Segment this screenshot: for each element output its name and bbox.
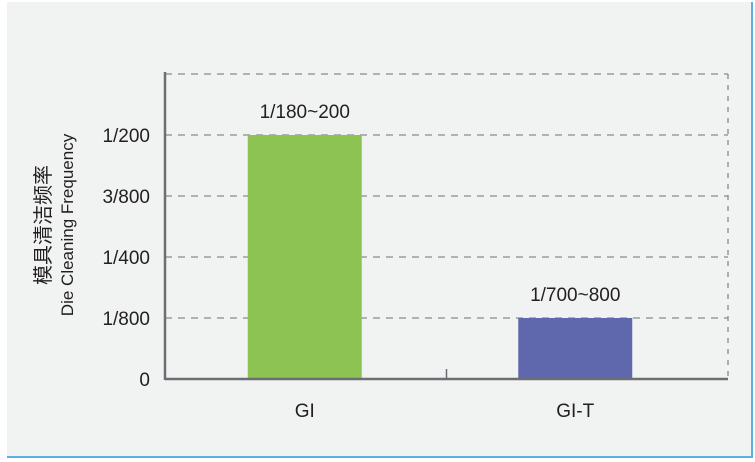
y-axis-label-cn: 模具清洁频率 <box>32 165 55 285</box>
axes <box>163 72 728 381</box>
y-tick-label: 1/800 <box>102 309 150 330</box>
bar-gi <box>247 135 362 379</box>
y-tick-label: 1/400 <box>102 248 150 269</box>
y-tick-label: 0 <box>139 370 150 391</box>
y-tick-label: 1/200 <box>102 126 150 147</box>
bars <box>247 135 633 379</box>
chart-panel <box>7 2 753 458</box>
labels: 0 1/800 1/400 3/800 1/200 1/180~200 GI 1/700~80… <box>102 102 620 422</box>
data-label: 1/180~200 <box>260 102 350 123</box>
bar-gi-t <box>518 318 633 379</box>
y-axis-label: Die Cleaning Frequency <box>58 133 77 316</box>
y-tick-label: 3/800 <box>102 187 150 208</box>
x-tick-label: GI <box>295 401 315 422</box>
x-tick-label: GI-T <box>556 401 594 422</box>
data-label: 1/700~800 <box>530 285 620 306</box>
